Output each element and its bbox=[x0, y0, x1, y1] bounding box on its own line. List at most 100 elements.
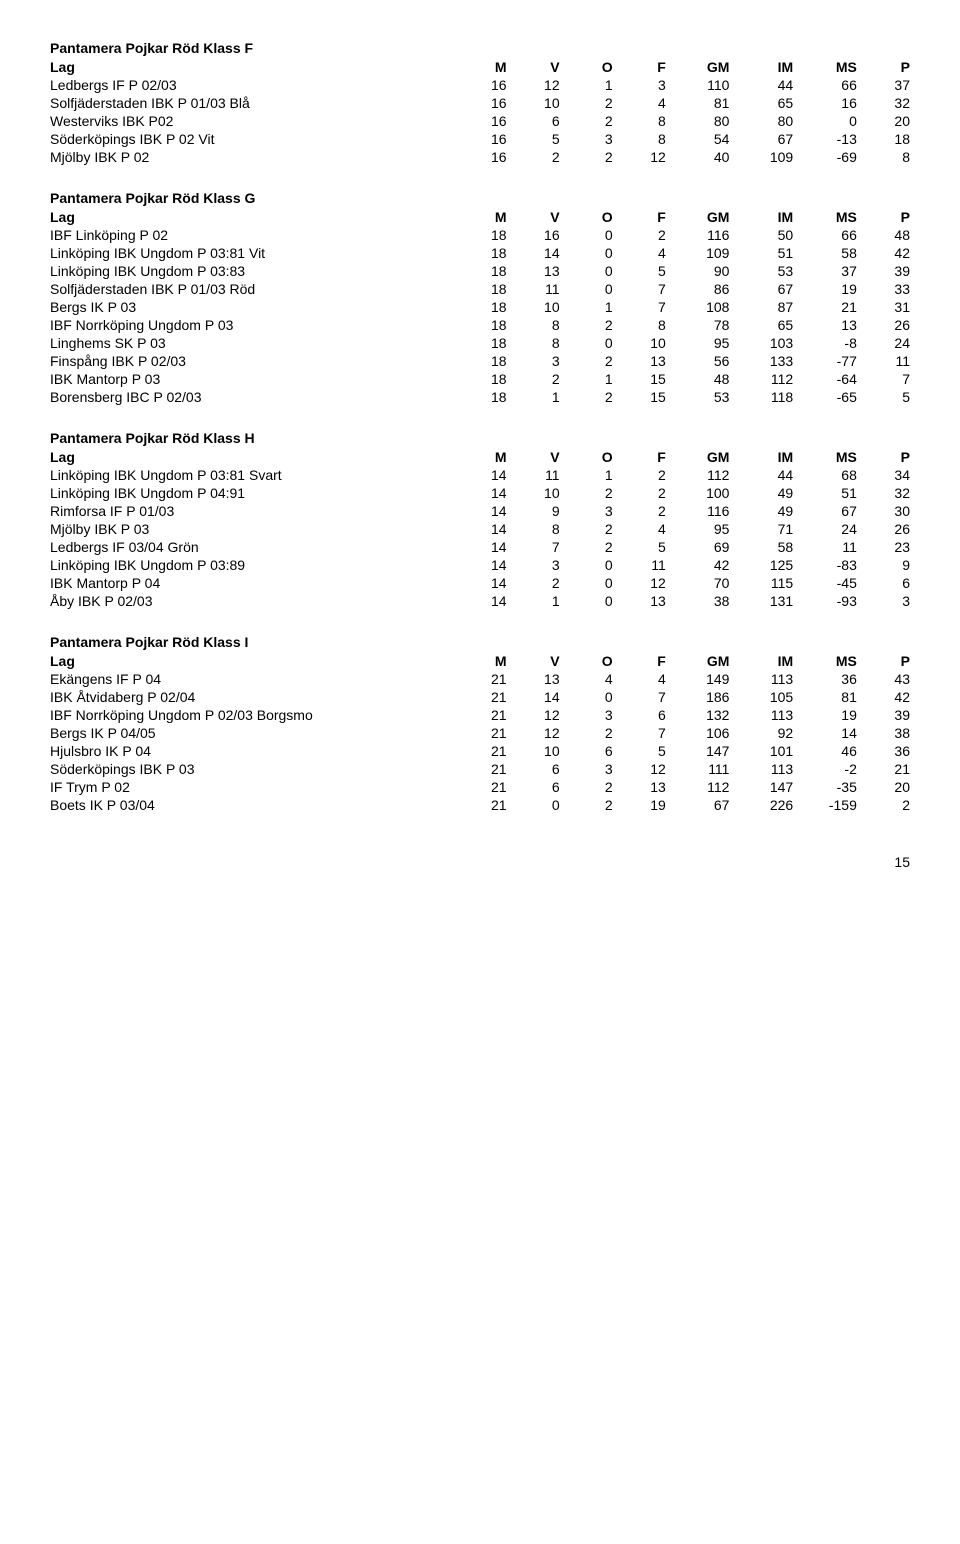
team-cell: Finspång IBK P 02/03 bbox=[50, 352, 453, 370]
stat-cell: 20 bbox=[857, 112, 910, 130]
table-row: Ledbergs IF 03/04 Grön1472569581123 bbox=[50, 538, 910, 556]
stat-cell: 1 bbox=[507, 592, 560, 610]
stat-cell: 32 bbox=[857, 484, 910, 502]
table-row: Bergs IK P 03181017108872131 bbox=[50, 298, 910, 316]
stat-cell: 21 bbox=[453, 796, 506, 814]
stat-cell: 103 bbox=[729, 334, 793, 352]
stat-cell: 3 bbox=[560, 760, 613, 778]
table-row: IBK Åtvidaberg P 02/042114071861058142 bbox=[50, 688, 910, 706]
stat-cell: 67 bbox=[793, 502, 857, 520]
table-row: Mjölby IBK P 0216221240109-698 bbox=[50, 148, 910, 166]
col-header: Lag bbox=[50, 58, 453, 76]
stat-cell: 86 bbox=[666, 280, 730, 298]
stat-cell: 46 bbox=[793, 742, 857, 760]
stat-cell: 149 bbox=[666, 670, 730, 688]
col-header: F bbox=[613, 58, 666, 76]
table-row: Solfjäderstaden IBK P 01/03 Blå161024816… bbox=[50, 94, 910, 112]
stat-cell: 2 bbox=[560, 94, 613, 112]
stat-cell: -69 bbox=[793, 148, 857, 166]
stat-cell: 36 bbox=[793, 670, 857, 688]
stat-cell: 16 bbox=[453, 130, 506, 148]
stat-cell: 44 bbox=[729, 466, 793, 484]
stat-cell: 42 bbox=[857, 244, 910, 262]
standings-section: Pantamera Pojkar Röd Klass GLagMVOFGMIMM… bbox=[50, 190, 910, 406]
team-cell: Ledbergs IF 03/04 Grön bbox=[50, 538, 453, 556]
stat-cell: 18 bbox=[453, 262, 506, 280]
stat-cell: 32 bbox=[857, 94, 910, 112]
stat-cell: 6 bbox=[613, 706, 666, 724]
stat-cell: 2 bbox=[560, 112, 613, 130]
stat-cell: 65 bbox=[729, 316, 793, 334]
stat-cell: 30 bbox=[857, 502, 910, 520]
stat-cell: 18 bbox=[453, 334, 506, 352]
stat-cell: 2 bbox=[857, 796, 910, 814]
stat-cell: 43 bbox=[857, 670, 910, 688]
stat-cell: 40 bbox=[666, 148, 730, 166]
table-header-row: LagMVOFGMIMMSP bbox=[50, 58, 910, 76]
stat-cell: 12 bbox=[507, 724, 560, 742]
team-cell: Hjulsbro IK P 04 bbox=[50, 742, 453, 760]
col-header: O bbox=[560, 58, 613, 76]
stat-cell: 6 bbox=[507, 760, 560, 778]
col-header: F bbox=[613, 208, 666, 226]
stat-cell: 12 bbox=[613, 760, 666, 778]
stat-cell: 3 bbox=[857, 592, 910, 610]
col-header: O bbox=[560, 448, 613, 466]
stat-cell: 18 bbox=[857, 130, 910, 148]
stat-cell: 14 bbox=[507, 688, 560, 706]
stat-cell: 21 bbox=[793, 298, 857, 316]
stat-cell: 112 bbox=[666, 778, 730, 796]
stat-cell: 36 bbox=[857, 742, 910, 760]
stat-cell: 7 bbox=[857, 370, 910, 388]
stat-cell: 80 bbox=[729, 112, 793, 130]
stat-cell: 109 bbox=[729, 148, 793, 166]
team-cell: IBF Norrköping Ungdom P 02/03 Borgsmo bbox=[50, 706, 453, 724]
team-cell: Söderköpings IBK P 02 Vit bbox=[50, 130, 453, 148]
standings-table: LagMVOFGMIMMSPEkängens IF P 042113441491… bbox=[50, 652, 910, 814]
stat-cell: 2 bbox=[560, 796, 613, 814]
stat-cell: 112 bbox=[729, 370, 793, 388]
stat-cell: -93 bbox=[793, 592, 857, 610]
stat-cell: 186 bbox=[666, 688, 730, 706]
stat-cell: 9 bbox=[507, 502, 560, 520]
stat-cell: 21 bbox=[453, 778, 506, 796]
stat-cell: 113 bbox=[729, 706, 793, 724]
table-row: Solfjäderstaden IBK P 01/03 Röd181107866… bbox=[50, 280, 910, 298]
table-row: Linköping IBK Ungdom P 03:83181305905337… bbox=[50, 262, 910, 280]
stat-cell: 71 bbox=[729, 520, 793, 538]
stat-cell: 21 bbox=[453, 760, 506, 778]
stat-cell: -64 bbox=[793, 370, 857, 388]
stat-cell: 7 bbox=[613, 280, 666, 298]
stat-cell: -77 bbox=[793, 352, 857, 370]
stat-cell: 2 bbox=[560, 538, 613, 556]
stat-cell: 4 bbox=[613, 670, 666, 688]
section-title: Pantamera Pojkar Röd Klass I bbox=[50, 634, 910, 650]
stat-cell: 67 bbox=[729, 280, 793, 298]
stat-cell: 16 bbox=[453, 112, 506, 130]
team-cell: IBK Mantorp P 03 bbox=[50, 370, 453, 388]
standings-table: LagMVOFGMIMMSPLedbergs IF P 02/031612131… bbox=[50, 58, 910, 166]
stat-cell: 1 bbox=[560, 76, 613, 94]
col-header: Lag bbox=[50, 652, 453, 670]
stat-cell: 147 bbox=[729, 778, 793, 796]
stat-cell: 0 bbox=[793, 112, 857, 130]
table-row: IBK Mantorp P 0318211548112-647 bbox=[50, 370, 910, 388]
stat-cell: 113 bbox=[729, 670, 793, 688]
stat-cell: 13 bbox=[507, 262, 560, 280]
stat-cell: 48 bbox=[857, 226, 910, 244]
stat-cell: 12 bbox=[507, 706, 560, 724]
stat-cell: 11 bbox=[793, 538, 857, 556]
stat-cell: 10 bbox=[507, 298, 560, 316]
stat-cell: 7 bbox=[613, 688, 666, 706]
stat-cell: 18 bbox=[453, 298, 506, 316]
stat-cell: 18 bbox=[453, 388, 506, 406]
stat-cell: 18 bbox=[453, 370, 506, 388]
team-cell: Bergs IK P 03 bbox=[50, 298, 453, 316]
stat-cell: 38 bbox=[857, 724, 910, 742]
stat-cell: 11 bbox=[613, 556, 666, 574]
team-cell: Mjölby IBK P 02 bbox=[50, 148, 453, 166]
stat-cell: -2 bbox=[793, 760, 857, 778]
table-row: Hjulsbro IK P 042110651471014636 bbox=[50, 742, 910, 760]
stat-cell: 3 bbox=[613, 76, 666, 94]
stat-cell: 2 bbox=[560, 520, 613, 538]
